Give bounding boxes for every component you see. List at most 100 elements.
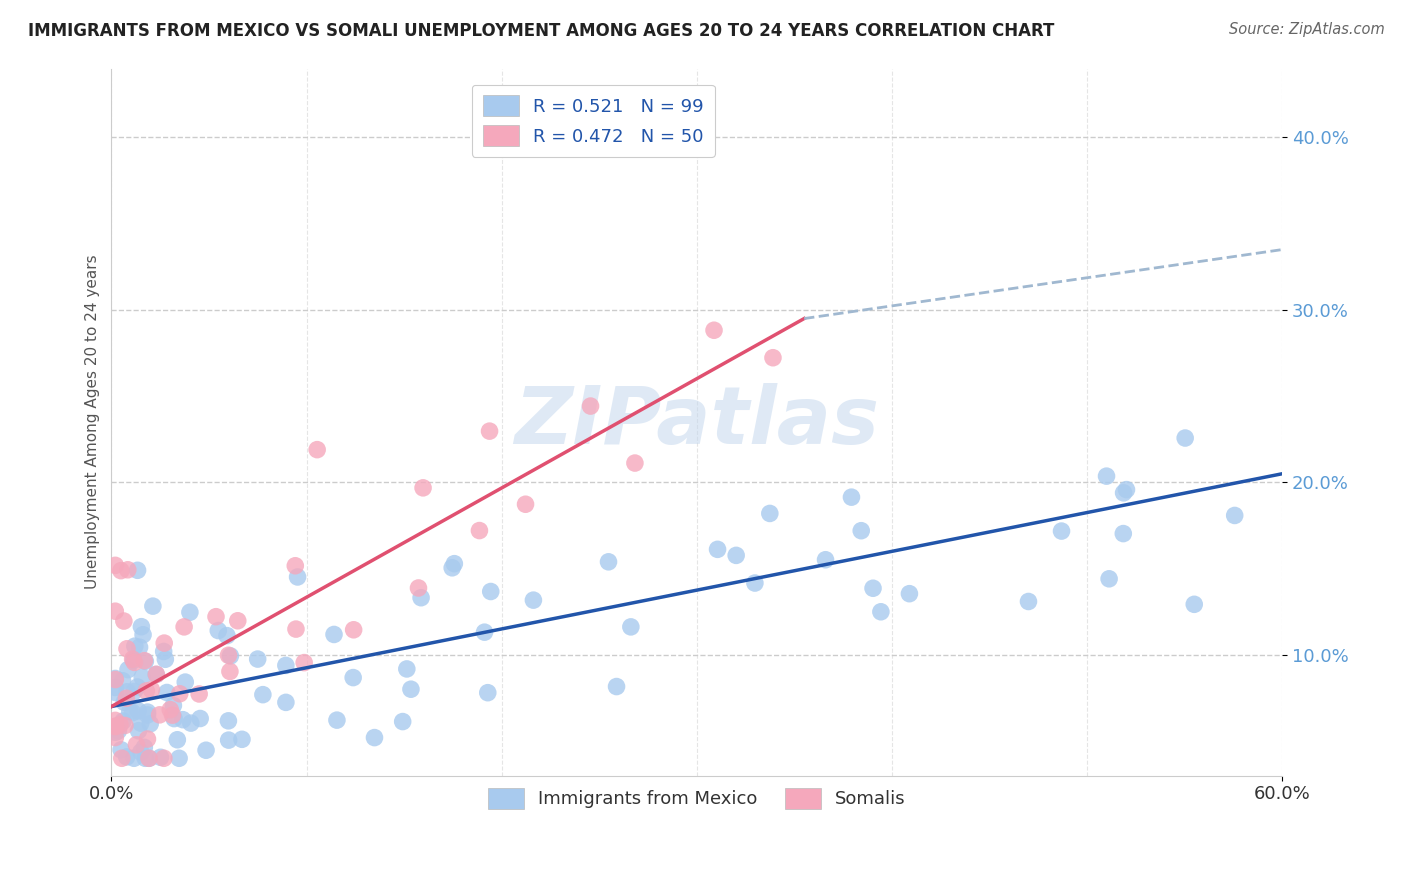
Point bbox=[112, 695, 135, 709]
Point bbox=[134, 740, 156, 755]
Point bbox=[188, 712, 211, 726]
Point bbox=[122, 653, 145, 667]
Point bbox=[104, 604, 127, 618]
Point bbox=[173, 620, 195, 634]
Point bbox=[110, 564, 132, 578]
Point bbox=[141, 682, 163, 697]
Text: Source: ZipAtlas.com: Source: ZipAtlas.com bbox=[1229, 22, 1385, 37]
Point bbox=[851, 524, 873, 538]
Point bbox=[163, 712, 186, 726]
Point bbox=[307, 442, 329, 457]
Point bbox=[132, 628, 155, 642]
Point bbox=[110, 743, 132, 757]
Point bbox=[115, 750, 138, 764]
Point bbox=[118, 705, 141, 719]
Point bbox=[153, 636, 176, 650]
Point bbox=[142, 599, 165, 614]
Point bbox=[145, 667, 167, 681]
Point bbox=[207, 624, 229, 638]
Point bbox=[624, 456, 647, 470]
Point bbox=[343, 623, 366, 637]
Point bbox=[104, 558, 127, 573]
Text: ZIPatlas: ZIPatlas bbox=[515, 383, 879, 461]
Point bbox=[412, 481, 434, 495]
Point bbox=[145, 667, 167, 681]
Point bbox=[1112, 486, 1135, 500]
Point bbox=[127, 704, 149, 718]
Point bbox=[598, 555, 620, 569]
Point bbox=[138, 751, 160, 765]
Point bbox=[128, 723, 150, 738]
Point bbox=[112, 614, 135, 628]
Point bbox=[114, 718, 136, 732]
Point bbox=[1223, 508, 1246, 523]
Point bbox=[219, 665, 242, 679]
Point bbox=[139, 716, 162, 731]
Point bbox=[218, 733, 240, 747]
Point bbox=[134, 751, 156, 765]
Point bbox=[292, 656, 315, 670]
Point bbox=[136, 705, 159, 719]
Y-axis label: Unemployment Among Ages 20 to 24 years: Unemployment Among Ages 20 to 24 years bbox=[86, 255, 100, 590]
Point bbox=[759, 507, 782, 521]
Point bbox=[478, 424, 501, 438]
Text: IMMIGRANTS FROM MEXICO VS SOMALI UNEMPLOYMENT AMONG AGES 20 TO 24 YEARS CORRELAT: IMMIGRANTS FROM MEXICO VS SOMALI UNEMPLO… bbox=[28, 22, 1054, 40]
Point bbox=[606, 680, 628, 694]
Point bbox=[285, 622, 308, 636]
Point bbox=[127, 680, 149, 694]
Point bbox=[129, 716, 152, 731]
Point bbox=[104, 673, 127, 687]
Point bbox=[474, 625, 496, 640]
Point bbox=[522, 593, 544, 607]
Point bbox=[391, 714, 413, 729]
Point bbox=[111, 673, 134, 688]
Point bbox=[159, 703, 181, 717]
Point bbox=[179, 605, 201, 619]
Point bbox=[205, 609, 228, 624]
Legend: Immigrants from Mexico, Somalis: Immigrants from Mexico, Somalis bbox=[481, 780, 912, 816]
Point bbox=[153, 751, 176, 765]
Point bbox=[149, 707, 172, 722]
Point bbox=[274, 695, 297, 709]
Point bbox=[138, 751, 160, 765]
Point bbox=[515, 497, 537, 511]
Point bbox=[870, 605, 893, 619]
Point bbox=[841, 490, 863, 504]
Point bbox=[1174, 431, 1197, 445]
Point bbox=[166, 732, 188, 747]
Point bbox=[167, 751, 190, 765]
Point bbox=[620, 620, 643, 634]
Point bbox=[149, 750, 172, 764]
Point bbox=[703, 323, 725, 337]
Point bbox=[122, 751, 145, 765]
Point bbox=[131, 620, 153, 634]
Point bbox=[408, 581, 430, 595]
Point bbox=[215, 629, 238, 643]
Point bbox=[127, 563, 149, 577]
Point bbox=[136, 732, 159, 747]
Point bbox=[124, 656, 146, 670]
Point bbox=[180, 716, 202, 731]
Point bbox=[121, 706, 143, 720]
Point bbox=[121, 652, 143, 666]
Point bbox=[342, 671, 364, 685]
Point bbox=[134, 654, 156, 668]
Point bbox=[115, 685, 138, 699]
Point bbox=[131, 670, 153, 684]
Point bbox=[104, 720, 127, 734]
Point bbox=[104, 731, 127, 745]
Point bbox=[443, 557, 465, 571]
Point bbox=[231, 732, 253, 747]
Point bbox=[104, 725, 127, 739]
Point bbox=[104, 681, 127, 695]
Point bbox=[395, 662, 418, 676]
Point bbox=[108, 717, 131, 731]
Point bbox=[284, 558, 307, 573]
Point bbox=[323, 627, 346, 641]
Point bbox=[124, 639, 146, 653]
Point bbox=[122, 684, 145, 698]
Point bbox=[1095, 469, 1118, 483]
Point bbox=[162, 698, 184, 713]
Point bbox=[287, 570, 309, 584]
Point bbox=[477, 686, 499, 700]
